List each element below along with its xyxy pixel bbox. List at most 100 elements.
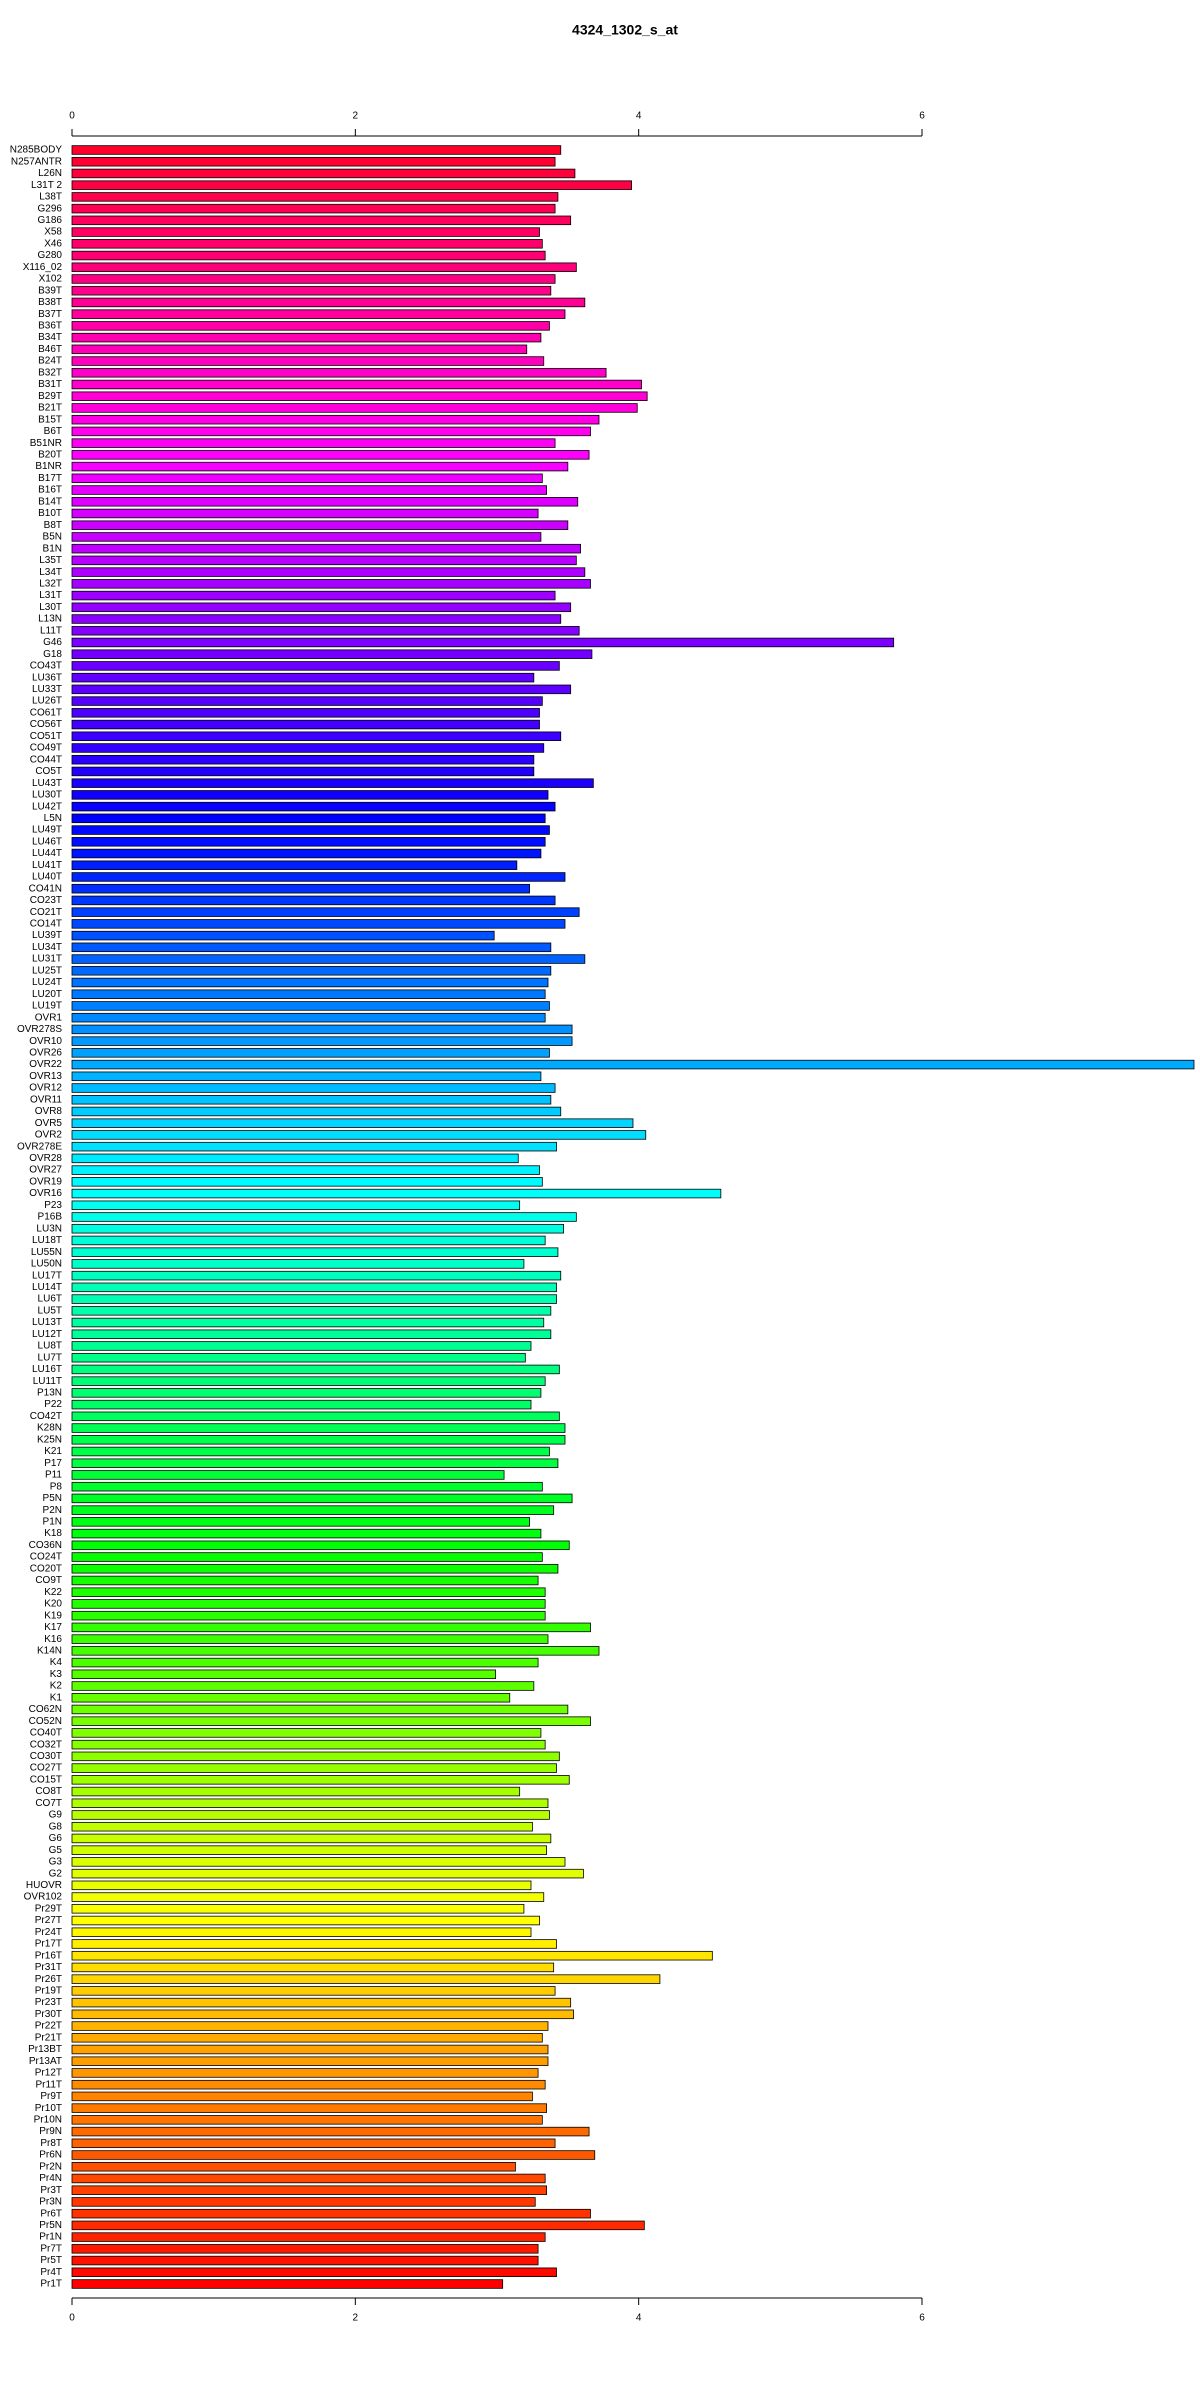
- y-tick-label: LU17T: [32, 1270, 62, 1281]
- bar: [71, 1716, 591, 1726]
- bar: [71, 168, 576, 179]
- y-tick-label: G18: [43, 649, 62, 660]
- y-tick-label: B32T: [38, 367, 62, 378]
- y-tick-label: CO52N: [29, 1716, 62, 1727]
- y-tick-label: L38T: [39, 192, 62, 203]
- y-tick-label: L32T: [39, 578, 62, 589]
- y-tick-label: OVR1: [35, 1012, 63, 1023]
- bar: [71, 1552, 543, 1562]
- bar: [71, 579, 591, 589]
- bar: [71, 837, 546, 847]
- bar: [71, 1669, 496, 1680]
- y-tick-label: LU46T: [32, 836, 62, 847]
- y-tick-label: K19: [44, 1610, 62, 1621]
- bar: [71, 1458, 559, 1468]
- bar: [71, 1024, 573, 1035]
- y-tick-label: P1N: [43, 1516, 62, 1527]
- bar: [71, 919, 566, 929]
- bar: [71, 954, 586, 964]
- bar: [71, 813, 546, 824]
- bar: [71, 1962, 555, 1973]
- bar: [71, 1435, 566, 1445]
- y-tick-label: Pr4N: [39, 2173, 62, 2184]
- y-tick-label: CO56T: [30, 719, 62, 730]
- bar: [71, 461, 569, 472]
- y-tick-label: B24T: [38, 356, 62, 367]
- y-tick-label: OVR5: [35, 1118, 63, 1129]
- bar: [71, 1868, 584, 1879]
- bar: [71, 1388, 542, 1398]
- bar: [71, 2079, 546, 2090]
- y-tick-label: CO36N: [29, 1540, 62, 1551]
- y-tick-label: Pr21T: [35, 2032, 62, 2043]
- y-tick-label: CO8T: [35, 1786, 62, 1797]
- bar: [71, 1130, 647, 1140]
- bar: [71, 1517, 530, 1527]
- y-tick-label: OVR13: [29, 1071, 62, 1082]
- y-tick-label: B1NR: [35, 461, 62, 472]
- y-tick-label: K28N: [37, 1423, 62, 1434]
- bar: [71, 1775, 570, 1785]
- y-tick-label: CO20T: [30, 1563, 62, 1574]
- bar: [71, 2021, 549, 2031]
- bar: [71, 356, 545, 366]
- y-tick-label: B5N: [43, 532, 62, 543]
- bar: [71, 1470, 505, 1480]
- bar: [71, 1622, 591, 1633]
- bar: [71, 2033, 543, 2043]
- y-tick-label: OVR278E: [17, 1141, 62, 1152]
- y-tick-label: LU18T: [32, 1235, 62, 1246]
- y-tick-label: L35T: [39, 555, 62, 566]
- y-tick-label: B16T: [38, 485, 62, 496]
- bar: [71, 825, 550, 835]
- y-tick-label: LU25T: [32, 965, 62, 976]
- x-tick-label: 4: [636, 111, 642, 122]
- bar: [71, 1247, 559, 1257]
- bar: [71, 297, 586, 308]
- bar: [71, 661, 560, 671]
- y-tick-label: P17: [44, 1458, 62, 1469]
- bar: [71, 2044, 549, 2055]
- y-tick-label: B8T: [44, 520, 62, 531]
- y-tick-label: OVR8: [35, 1106, 63, 1117]
- bar: [71, 2267, 557, 2278]
- y-tick-label: Pr10T: [35, 2103, 62, 2114]
- bar: [71, 1599, 546, 1609]
- bar: [71, 860, 518, 870]
- bar: [71, 1001, 550, 1011]
- y-tick-label: K17: [44, 1622, 62, 1633]
- bar: [71, 2009, 574, 2020]
- bar: [71, 1505, 555, 1515]
- x-tick-label: 6: [919, 111, 925, 122]
- bar: [71, 1317, 545, 1328]
- y-tick-label: Pr10N: [34, 2114, 62, 2125]
- y-tick-label: B17T: [38, 473, 62, 484]
- bar: [71, 719, 540, 730]
- y-tick-label: CO44T: [30, 754, 62, 765]
- bar: [71, 391, 648, 401]
- bar: [71, 1106, 562, 1117]
- bar: [71, 344, 528, 355]
- y-tick-label: LU41T: [32, 860, 62, 871]
- bar: [71, 1751, 560, 1762]
- bar: [71, 1212, 577, 1222]
- bar: [71, 766, 535, 777]
- bar: [71, 1223, 564, 1234]
- y-tick-label: B38T: [38, 297, 62, 308]
- y-tick-label: G3: [49, 1857, 63, 1868]
- bar: [71, 872, 566, 882]
- bar: [71, 1071, 542, 1082]
- y-tick-label: K2: [50, 1681, 63, 1692]
- y-tick-label: CO43T: [30, 661, 62, 672]
- bar: [71, 1739, 546, 1750]
- y-tick-label: LU20T: [32, 989, 62, 1000]
- y-tick-label: Pr17T: [35, 1939, 62, 1950]
- bar: [71, 614, 562, 624]
- y-tick-label: B46T: [38, 344, 62, 355]
- bar: [71, 567, 586, 577]
- bar: [71, 1904, 525, 1914]
- y-tick-label: B1N: [43, 543, 62, 554]
- y-tick-label: LU34T: [32, 942, 62, 953]
- bar: [71, 2244, 539, 2254]
- y-tick-label: Pr23T: [35, 1997, 62, 2008]
